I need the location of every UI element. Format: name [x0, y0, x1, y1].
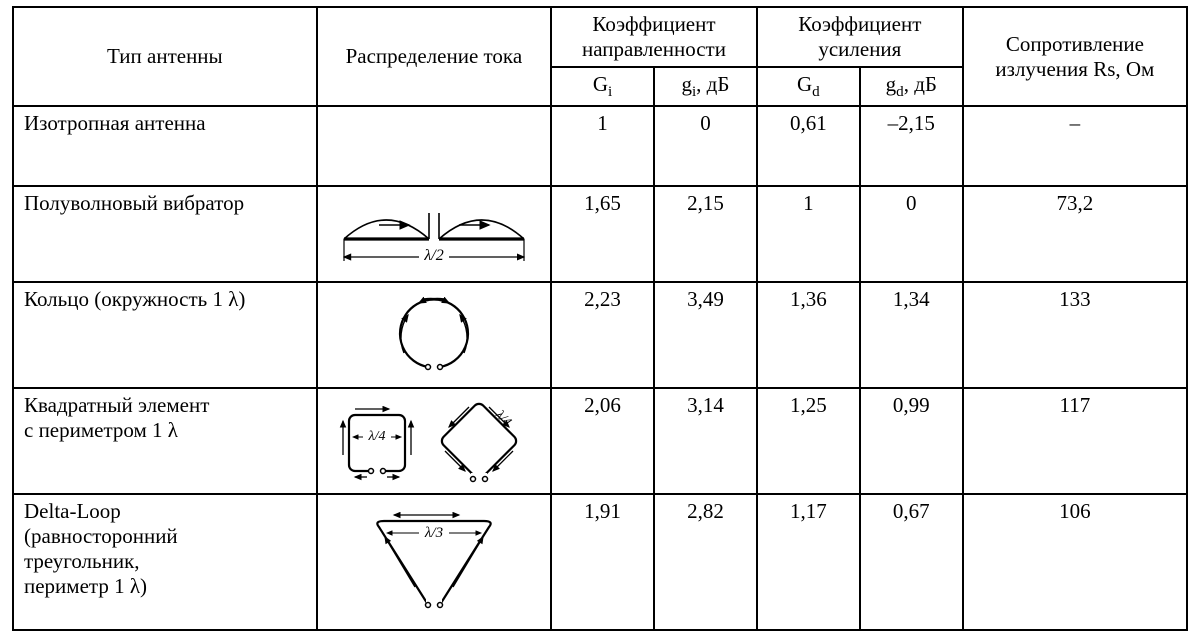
- cell-name: Кольцо (окружность 1 λ): [13, 282, 317, 388]
- cell-gi-db: 0: [654, 106, 757, 186]
- col-gain: Коэффициент усиления: [757, 7, 963, 67]
- col-current-dist: Распределение тока: [317, 7, 551, 106]
- cell-name: Квадратный элемент с периметром 1 λ: [13, 388, 317, 494]
- dipole-icon: λ/2: [329, 195, 539, 273]
- cell-Rs: –: [963, 106, 1187, 186]
- cell-Gd: 1,17: [757, 494, 860, 630]
- cell-name: Изотропная антенна: [13, 106, 317, 186]
- square-icon: λ/4: [329, 397, 539, 485]
- svg-text:λ/4: λ/4: [367, 429, 385, 444]
- cell-name: Delta-Loop (равносторонний треугольник, …: [13, 494, 317, 630]
- col-Gd: Gd: [757, 67, 860, 106]
- cell-gd-db: 1,34: [860, 282, 963, 388]
- cell-Gi: 1: [551, 106, 654, 186]
- cell-gd-db: –2,15: [860, 106, 963, 186]
- col-gi-db: gi, дБ: [654, 67, 757, 106]
- col-gd-db: gd, дБ: [860, 67, 963, 106]
- cell-Gd: 1: [757, 186, 860, 282]
- cell-Gd: 1,36: [757, 282, 860, 388]
- cell-gd-db: 0,67: [860, 494, 963, 630]
- cell-gi-db: 3,14: [654, 388, 757, 494]
- col-rad-resistance: Сопротивление излучения Rs, Ом: [963, 7, 1187, 106]
- cell-Rs: 133: [963, 282, 1187, 388]
- cell-diagram: [317, 282, 551, 388]
- antenna-table: Тип антенны Распределение тока Коэффицие…: [12, 6, 1188, 631]
- cell-gd-db: 0: [860, 186, 963, 282]
- cell-Rs: 117: [963, 388, 1187, 494]
- cell-gd-db: 0,99: [860, 388, 963, 494]
- cell-Rs: 106: [963, 494, 1187, 630]
- cell-Gi: 1,65: [551, 186, 654, 282]
- ring-icon: [374, 291, 494, 379]
- cell-gi-db: 2,15: [654, 186, 757, 282]
- cell-name: Полуволновый вибратор: [13, 186, 317, 282]
- col-directivity: Коэффициент направленности: [551, 7, 757, 67]
- delta-loop-icon: λ/3: [349, 507, 519, 617]
- table-row: Кольцо (окружность 1 λ): [13, 282, 1187, 388]
- cell-diagram: λ/2: [317, 186, 551, 282]
- svg-text:λ/3: λ/3: [424, 525, 443, 541]
- svg-text:λ/4: λ/4: [492, 406, 515, 429]
- col-antenna-type: Тип антенны: [13, 7, 317, 106]
- cell-Rs: 73,2: [963, 186, 1187, 282]
- cell-gi-db: 3,49: [654, 282, 757, 388]
- cell-diagram: [317, 106, 551, 186]
- cell-Gi: 2,23: [551, 282, 654, 388]
- col-Gi: Gi: [551, 67, 654, 106]
- table-row: Изотропная антенна 1 0 0,61 –2,15 –: [13, 106, 1187, 186]
- cell-Gi: 1,91: [551, 494, 654, 630]
- svg-text:λ/2: λ/2: [423, 247, 443, 264]
- cell-gi-db: 2,82: [654, 494, 757, 630]
- cell-Gi: 2,06: [551, 388, 654, 494]
- cell-Gd: 0,61: [757, 106, 860, 186]
- cell-Gd: 1,25: [757, 388, 860, 494]
- table-row: Delta-Loop (равносторонний треугольник, …: [13, 494, 1187, 630]
- table-row: Полуволновый вибратор: [13, 186, 1187, 282]
- table-row: Квадратный элемент с периметром 1 λ: [13, 388, 1187, 494]
- cell-diagram: λ/3: [317, 494, 551, 630]
- cell-diagram: λ/4: [317, 388, 551, 494]
